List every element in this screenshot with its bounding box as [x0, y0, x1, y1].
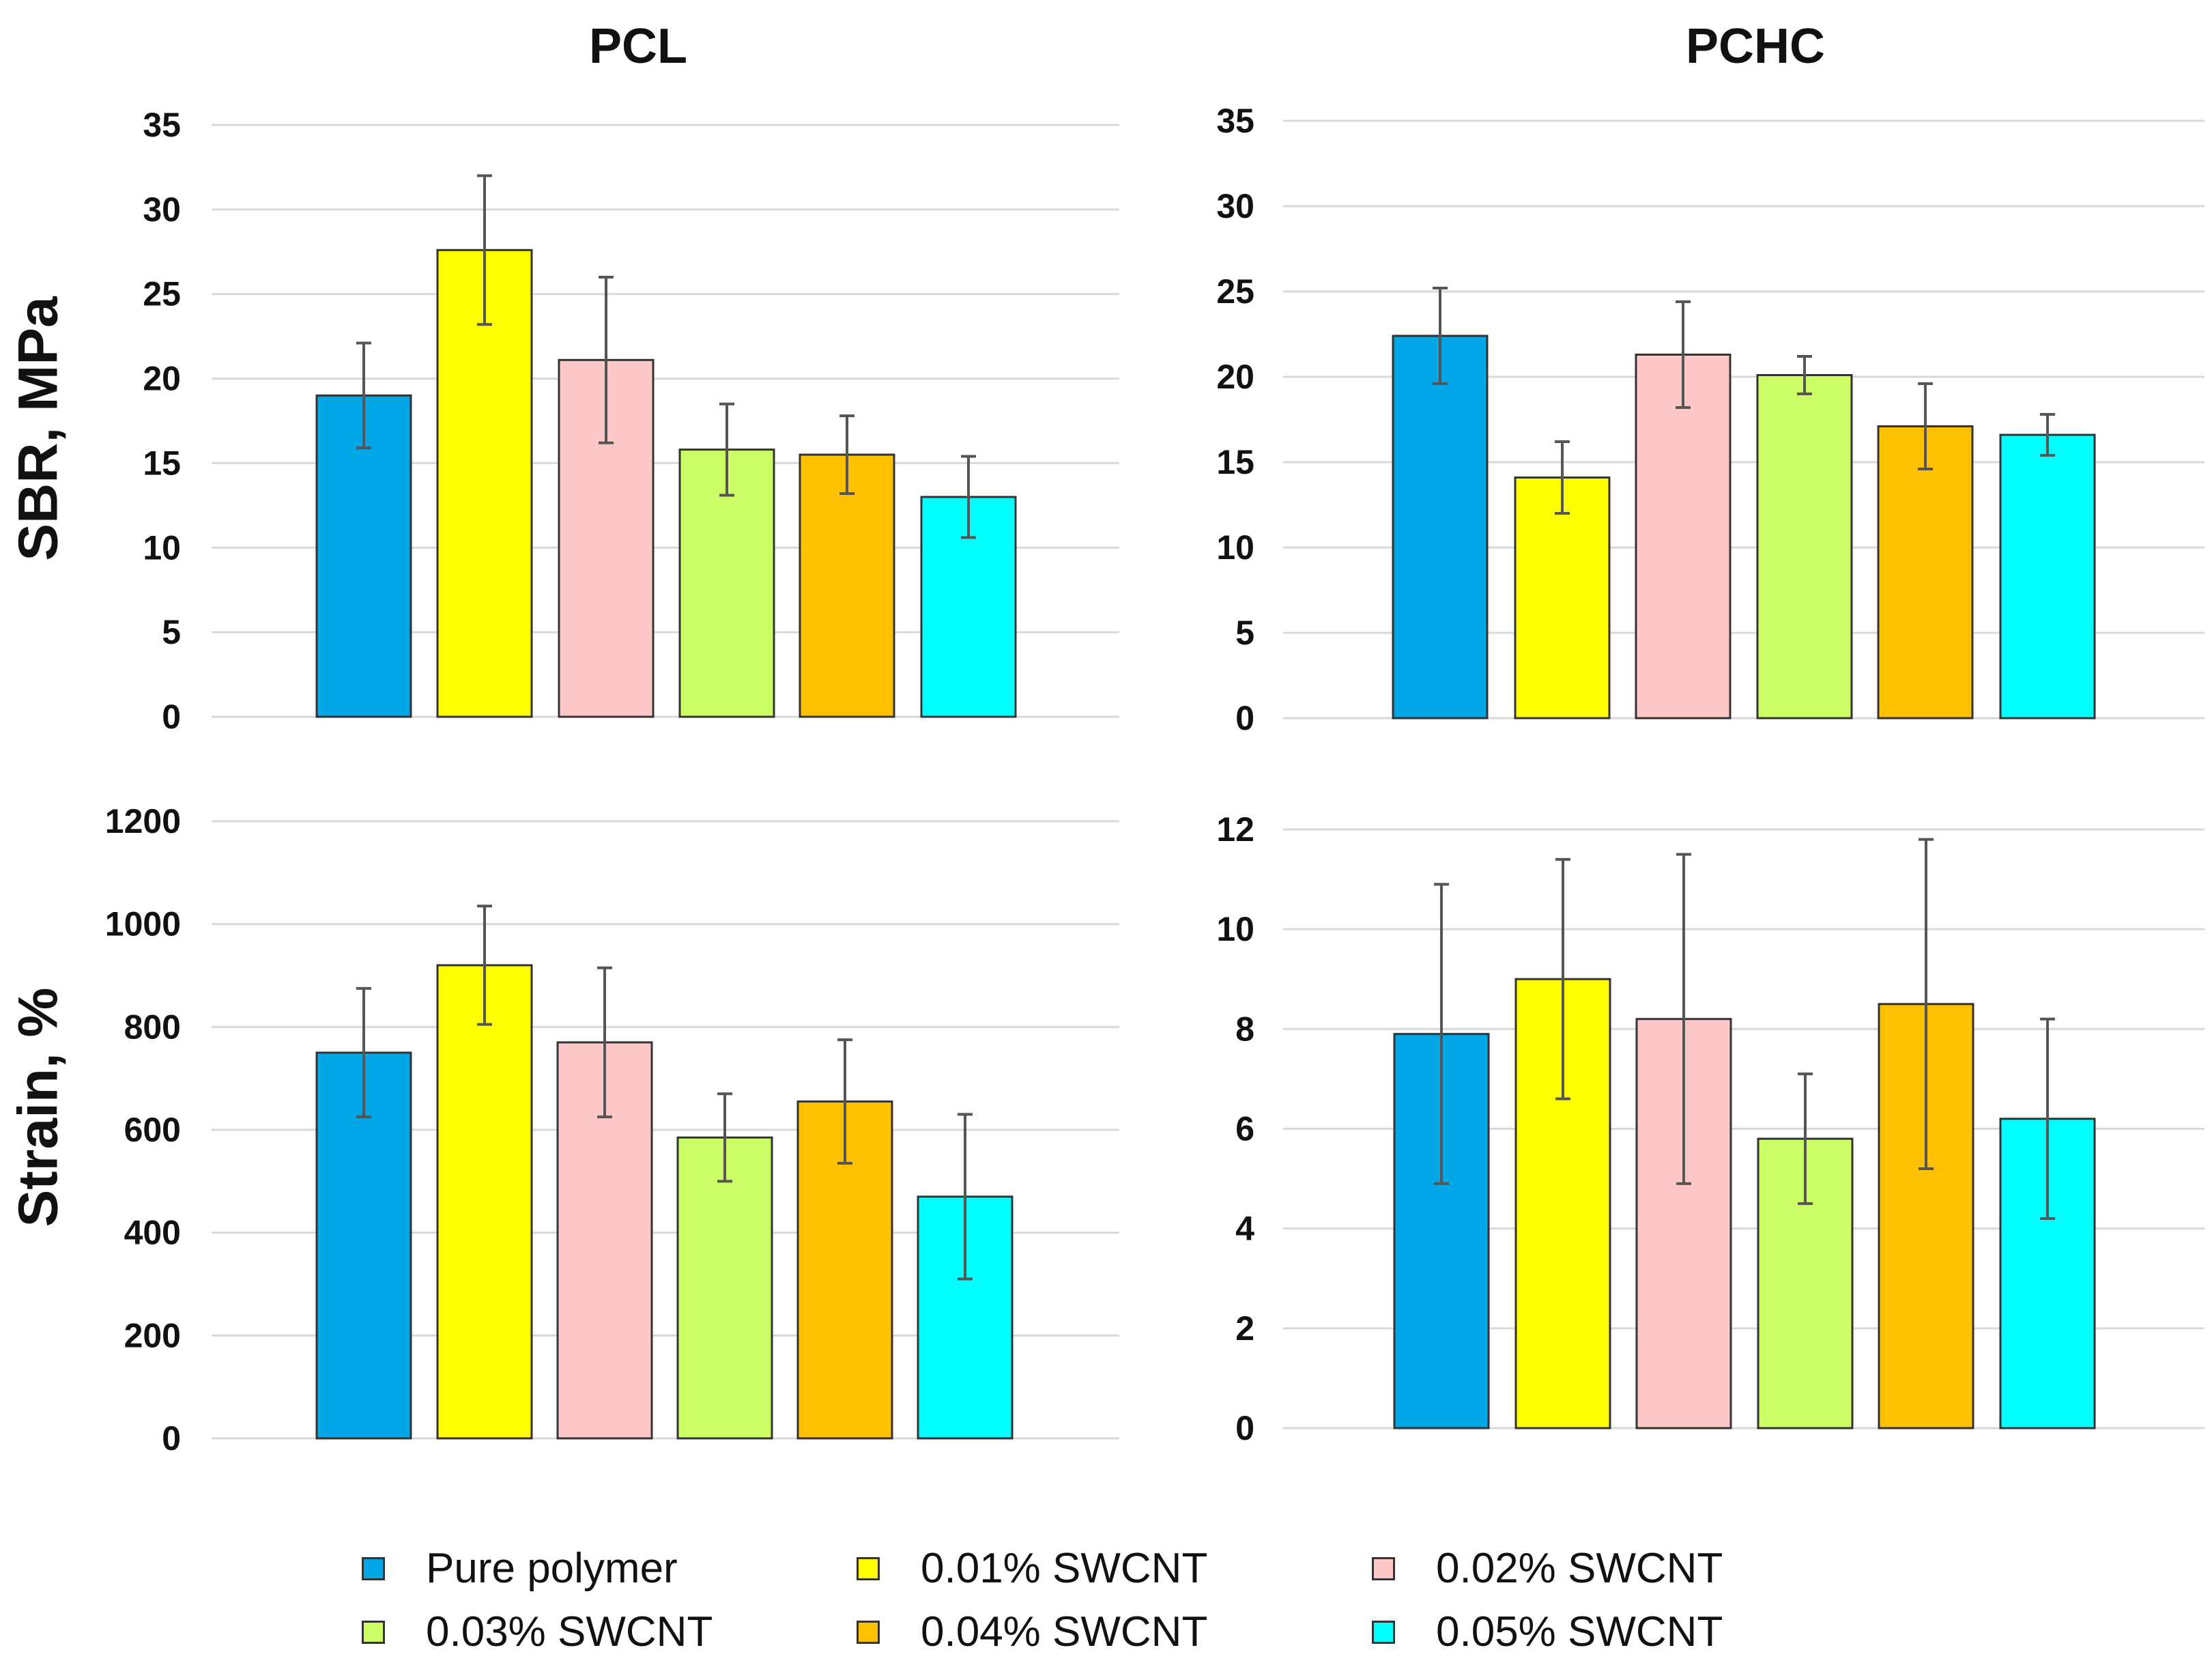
- panel-3-ytick-label: 400: [124, 1214, 181, 1252]
- panel-4-ytick-label: 4: [1235, 1210, 1254, 1248]
- panel-2-ytick-label: 35: [1216, 102, 1254, 140]
- panel-2-bar-0-03-swcnt: [1756, 374, 1853, 720]
- panel-3-ytick-label: 1200: [105, 802, 181, 840]
- panel-2-ytick-label: 20: [1216, 358, 1254, 396]
- panel-1-ylabel: SBR, MPa: [8, 296, 70, 561]
- panel-2-title: PCHC: [1686, 19, 1825, 74]
- panel-1-ytick-label: 30: [143, 190, 181, 229]
- panel-1-ytick-label: 35: [143, 106, 181, 144]
- panel-2-ytick-label: 10: [1216, 528, 1254, 567]
- panel-2-bar-0-01-swcnt: [1514, 476, 1611, 720]
- panel-4-ytick-label: 2: [1235, 1309, 1254, 1348]
- panel-4-ytick-label: 8: [1235, 1010, 1254, 1048]
- panel-3-ytick-label: 1000: [105, 905, 181, 943]
- panel-3-bar-0-03-swcnt: [676, 1136, 773, 1440]
- panel-1-ytick-label: 20: [143, 360, 181, 398]
- panel-4-bar-0-03-swcnt: [1757, 1137, 1854, 1429]
- panel-1-ytick-label: 0: [162, 698, 181, 736]
- panel-1-bar-0-01-swcnt: [436, 248, 533, 718]
- panel-3-ytick-label: 800: [124, 1008, 181, 1046]
- panel-1-bar-0-04-swcnt: [799, 453, 895, 718]
- panel-4-ytick-label: 6: [1235, 1110, 1254, 1148]
- panel-2-bar-pure-polymer: [1392, 335, 1489, 720]
- panel-2-ytick-label: 25: [1216, 272, 1254, 311]
- panel-4-ytick-label: 0: [1235, 1409, 1254, 1447]
- panel-1-ytick-label: 15: [143, 444, 181, 482]
- panel-2-bar-0-02-swcnt: [1635, 354, 1732, 720]
- panel-1-title: PCL: [589, 19, 687, 74]
- panel-4-ytick-label: 10: [1216, 910, 1254, 948]
- panel-2-ytick-label: 0: [1235, 699, 1254, 737]
- panel-3-ytick-label: 200: [124, 1316, 181, 1354]
- panel-3-ytick-label: 600: [124, 1111, 181, 1149]
- panel-2-ytick-label: 15: [1216, 443, 1254, 481]
- panel-3-bar-0-01-swcnt: [436, 964, 533, 1440]
- panel-1-ytick-label: 25: [143, 275, 181, 313]
- panel-3-ytick-label: 0: [162, 1419, 181, 1457]
- panel-3-ylabel: Strain, %: [8, 988, 70, 1227]
- panel-1-ytick-label: 5: [162, 613, 181, 651]
- panel-2-bar-0-04-swcnt: [1877, 425, 1974, 720]
- panel-2-bar-0-05-swcnt: [1999, 433, 2096, 720]
- panel-1-ytick-label: 10: [143, 528, 181, 567]
- panel-2-ytick-label: 5: [1235, 614, 1254, 652]
- panel-4-ytick-label: 12: [1216, 810, 1254, 849]
- panel-2-ytick-label: 30: [1216, 187, 1254, 225]
